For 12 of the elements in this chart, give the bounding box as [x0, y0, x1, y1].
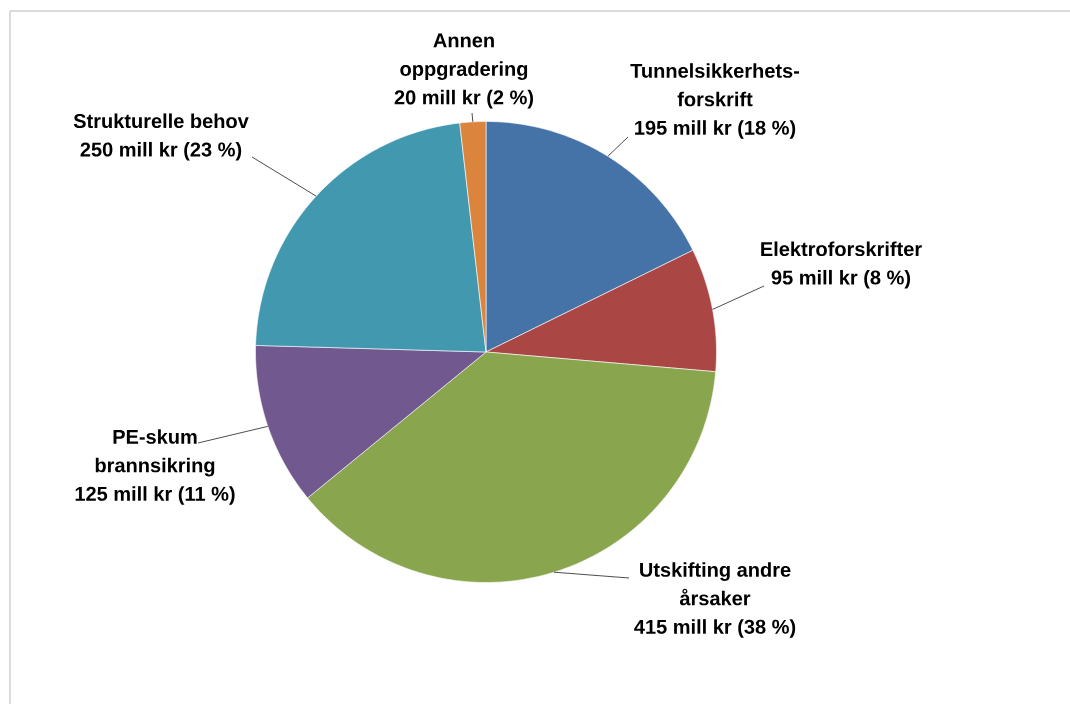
slice-label: Utskifting andre årsaker — [640, 562, 791, 606]
slice-label: Tunnelsikkerhets-forskrift — [630, 63, 800, 107]
slice-label: Annen oppgradering — [400, 33, 528, 81]
slice-label: PE-skum brannsikring — [95, 429, 215, 477]
data-label: 415 mill kr (38 %) — [634, 619, 796, 638]
slice-label: Elektroforskrifter — [761, 241, 922, 257]
data-label: 95 mill kr (8 %) — [771, 269, 911, 289]
slice-label: Strukturelle behov — [73, 113, 249, 129]
data-label: 195 mill kr (18 %) — [635, 120, 796, 139]
data-label: 250 mill kr (23 %) — [80, 141, 242, 161]
data-label: 125 mill kr (11 %) — [75, 486, 235, 505]
data-label: 20 mill kr (2 %) — [394, 89, 534, 109]
